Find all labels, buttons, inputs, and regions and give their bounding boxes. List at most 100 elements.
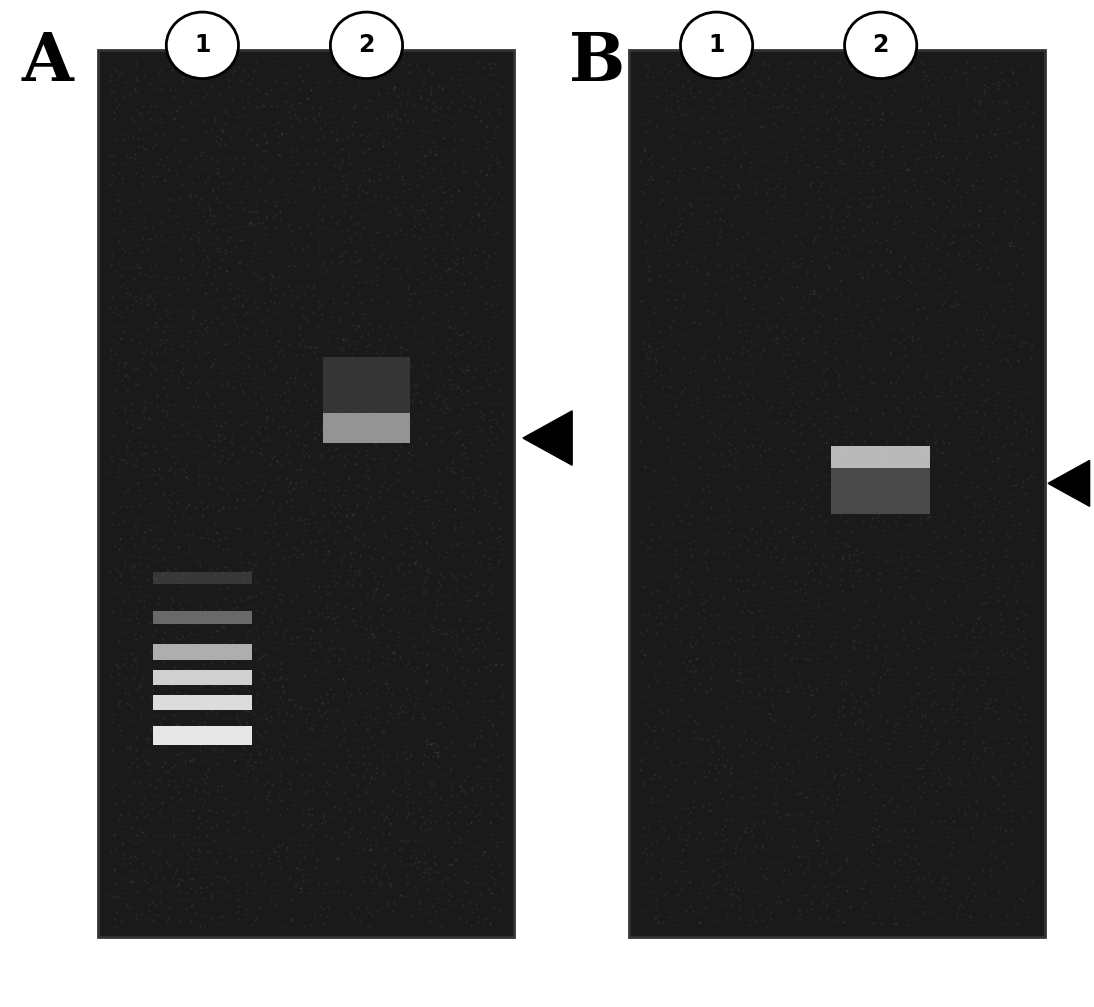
Point [191,790,209,807]
Point [177,469,195,485]
Point [812,197,829,213]
Point [184,897,201,913]
Point [255,474,272,490]
Point [452,382,469,398]
Point [129,681,147,697]
Point [213,441,231,457]
Point [342,234,360,250]
Point [488,645,505,662]
Point [243,843,260,859]
Point [455,772,473,788]
Point [699,54,717,70]
Point [202,359,220,376]
Point [813,562,830,578]
Point [975,807,992,823]
Point [457,70,475,87]
Point [310,426,327,442]
Point [252,387,269,403]
Point [892,579,909,595]
Point [191,430,209,446]
Point [488,151,505,167]
Point [279,477,296,493]
Point [230,329,247,345]
Point [912,511,930,527]
Point [248,737,266,753]
Point [344,600,361,616]
Point [865,61,883,78]
Point [731,375,748,391]
Point [760,706,778,722]
Point [141,258,159,274]
Point [806,537,824,553]
Point [765,197,782,213]
Point [164,412,182,428]
Point [427,99,444,115]
Point [939,192,956,208]
Point [143,291,161,307]
Point [342,686,360,702]
Point [151,336,168,352]
Point [466,798,484,814]
Point [887,517,905,533]
Point [431,574,449,590]
Point [377,251,395,267]
Point [116,553,133,569]
Point [117,498,135,515]
Point [209,152,226,168]
Point [177,425,195,441]
Point [901,415,919,431]
Point [409,853,427,869]
Point [811,159,828,175]
Point [705,305,722,321]
Point [116,126,133,142]
Point [439,338,456,354]
Point [150,542,167,558]
Point [492,689,510,705]
Point [291,96,309,112]
Point [143,219,161,235]
Point [311,207,328,224]
Point [357,305,374,321]
Point [174,271,191,287]
Point [345,215,362,232]
Point [959,666,977,682]
Point [1000,735,1017,751]
Point [969,179,987,195]
Point [350,317,368,333]
Point [421,144,439,160]
Point [127,56,144,73]
Point [188,626,206,642]
Point [375,340,393,356]
Point [641,795,659,811]
Point [841,456,859,472]
Point [271,661,289,677]
Point [826,183,843,199]
Point [259,679,277,695]
Point [364,241,382,257]
Point [114,323,131,339]
Point [328,850,346,866]
Point [804,235,822,251]
Point [139,731,156,747]
Point [823,201,840,218]
Point [735,250,753,266]
Point [260,455,278,471]
Point [315,552,333,568]
Point [778,341,795,357]
Point [108,131,126,147]
Point [349,252,366,268]
Point [477,295,494,311]
Point [324,639,341,656]
Point [312,622,329,638]
Point [785,741,803,757]
Point [858,636,875,653]
Point [1016,645,1034,662]
Point [465,327,482,343]
Point [744,88,761,104]
Point [131,168,149,184]
Point [984,833,1001,849]
Point [993,838,1011,854]
Point [388,206,406,223]
Point [749,421,767,437]
Point [829,126,847,142]
